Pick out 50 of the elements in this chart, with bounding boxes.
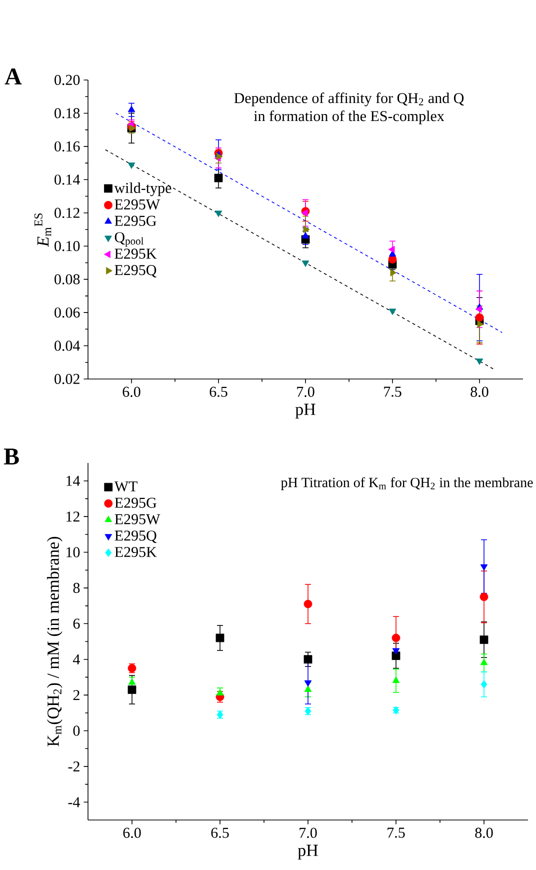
legend-label: E295W (114, 199, 160, 210)
y-tick-label: 0 (73, 726, 80, 736)
y-tick-label: 0.08 (54, 274, 80, 284)
x-tick-label: 7.0 (297, 386, 314, 397)
text: B (4, 448, 19, 464)
y-tick-label: -2 (68, 761, 80, 772)
legend-label: E295Q (114, 265, 156, 278)
y-tick-label: 14 (66, 476, 80, 486)
legend-label: E295Q (114, 530, 157, 543)
y-tick-label: 0.12 (54, 208, 80, 218)
legend-label: E295W (114, 514, 160, 524)
x-axis-title: pH (295, 404, 316, 419)
legend-label: E295G (114, 498, 156, 508)
y-tick-label: 0.10 (54, 241, 80, 252)
y-axis-title: K$_{m}$(QH$_{2}$) / mM (in membrane) (46, 536, 62, 746)
x-tick-label: 6.0 (122, 386, 140, 397)
x-tick-label: 8.0 (470, 386, 488, 397)
y-tick-label: 0.18 (54, 108, 80, 118)
x-axis-title: pH (298, 844, 318, 860)
x-tick-label: 6.5 (210, 386, 228, 397)
legend-label: E295G (114, 216, 156, 226)
y-tick-label: 8 (73, 582, 80, 593)
y-axis-title: E$_{m}$ES (34, 213, 52, 247)
y-tick-label: 10 (66, 547, 80, 558)
x-tick-label: 7.5 (384, 386, 402, 397)
y-tick-label: 6 (73, 618, 80, 629)
legend-label: Q$_{pool}$ (114, 232, 144, 247)
legend-label: WT (114, 481, 138, 492)
y-tick-label: -4 (68, 797, 80, 808)
x-tick-label: 7.5 (388, 828, 405, 838)
x-tick-label: 6.0 (123, 828, 141, 838)
y-tick-label: 2 (73, 690, 80, 700)
text: pH Titration of K$_{m}$ for QH$_{2}$ in the membrane (280, 477, 533, 490)
x-tick-label: 7.0 (300, 828, 317, 838)
y-tick-label: 4 (73, 654, 80, 664)
y-tick-label: 0.04 (54, 340, 80, 351)
legend-label: wild-type (114, 182, 172, 196)
text: A (4, 68, 22, 84)
y-tick-label: 0.06 (54, 307, 80, 318)
y-tick-label: 0.02 (54, 374, 80, 384)
y-tick-label: 0.16 (54, 141, 80, 152)
x-tick-label: 8.0 (475, 828, 493, 838)
y-tick-label: 0.14 (54, 174, 80, 185)
text: Dependence of affinity for QH$_{2}$ and Q (234, 92, 464, 106)
x-tick-label: 6.5 (211, 828, 229, 838)
text: in formation of the ES-complex (254, 110, 444, 124)
legend-label: E295K (114, 546, 157, 558)
legend-label: E295K (114, 248, 157, 259)
y-tick-label: 0.20 (54, 74, 80, 86)
y-tick-label: 12 (66, 512, 80, 522)
